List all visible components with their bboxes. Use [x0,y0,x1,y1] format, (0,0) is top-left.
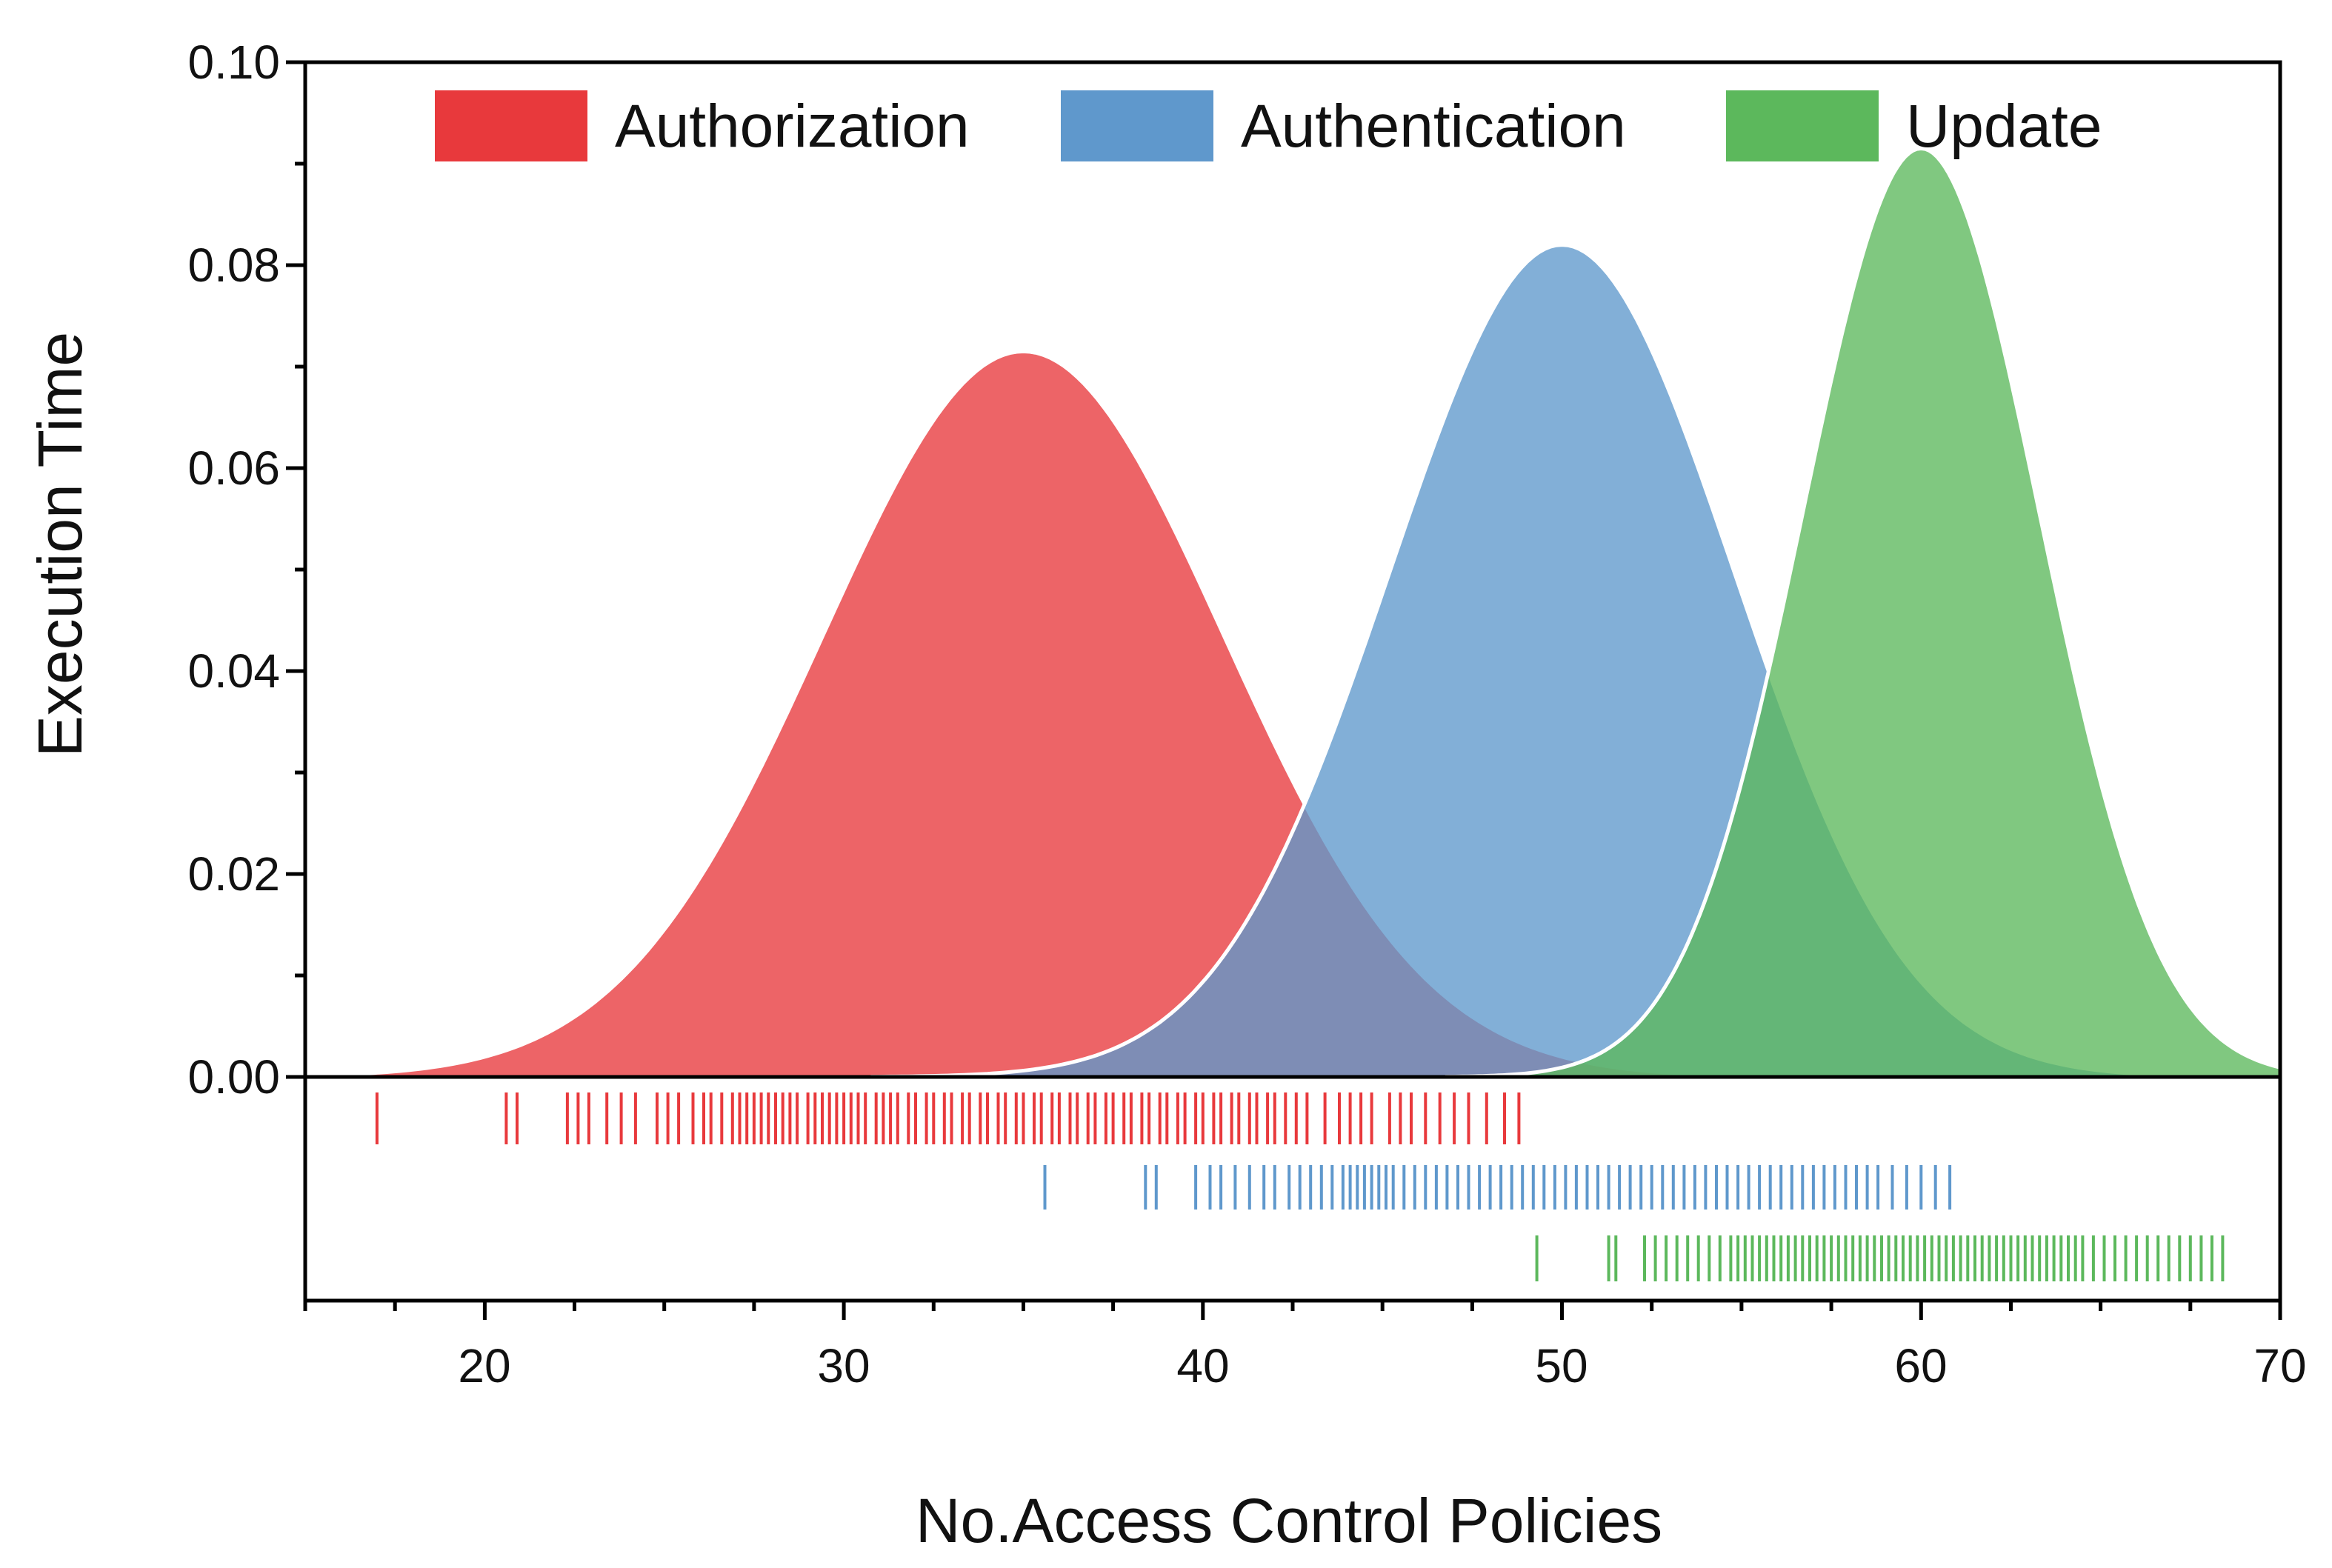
x-tick-label: 40 [1176,1339,1229,1392]
x-tick-label: 20 [458,1339,510,1392]
y-tick-labels: 0.00 0.02 0.04 0.06 0.08 0.10 [187,36,280,1104]
legend-label-update: Update [1906,93,2102,160]
x-tick-label: 50 [1535,1339,1588,1392]
y-tick-label: 0.04 [187,644,280,698]
y-tick-label: 0.10 [187,36,280,89]
rug-authentication [1043,1165,1952,1210]
rug-update [1535,1235,2225,1281]
x-axis-ticks [303,1301,2282,1320]
x-axis-title: No.Access Control Policies [916,1486,1662,1555]
rug-plot [375,1092,2225,1281]
y-tick-label: 0.02 [187,847,280,901]
rug-authorization [375,1092,1521,1144]
x-tick-label: 60 [1894,1339,1947,1392]
x-tick-label: 30 [817,1339,870,1392]
density-area-update [1445,146,2280,1077]
legend-label-authentication: Authentication [1241,93,1626,160]
legend-label-authorization: Authorization [615,93,970,160]
x-tick-label: 70 [2253,1339,2306,1392]
y-axis-title: Execution Time [25,332,95,757]
legend-swatch-authorization [432,87,590,164]
legend: Authorization Authentication Update [432,87,2102,164]
x-tick-labels: 20 30 40 50 60 70 [458,1339,2306,1392]
y-tick-label: 0.00 [187,1050,280,1104]
legend-swatch-authentication [1058,87,1216,164]
y-axis-ticks [286,60,305,1079]
density-areas [305,146,2280,1077]
y-tick-label: 0.08 [187,238,280,292]
y-tick-label: 0.06 [187,441,280,495]
legend-swatch-update [1723,87,1882,164]
